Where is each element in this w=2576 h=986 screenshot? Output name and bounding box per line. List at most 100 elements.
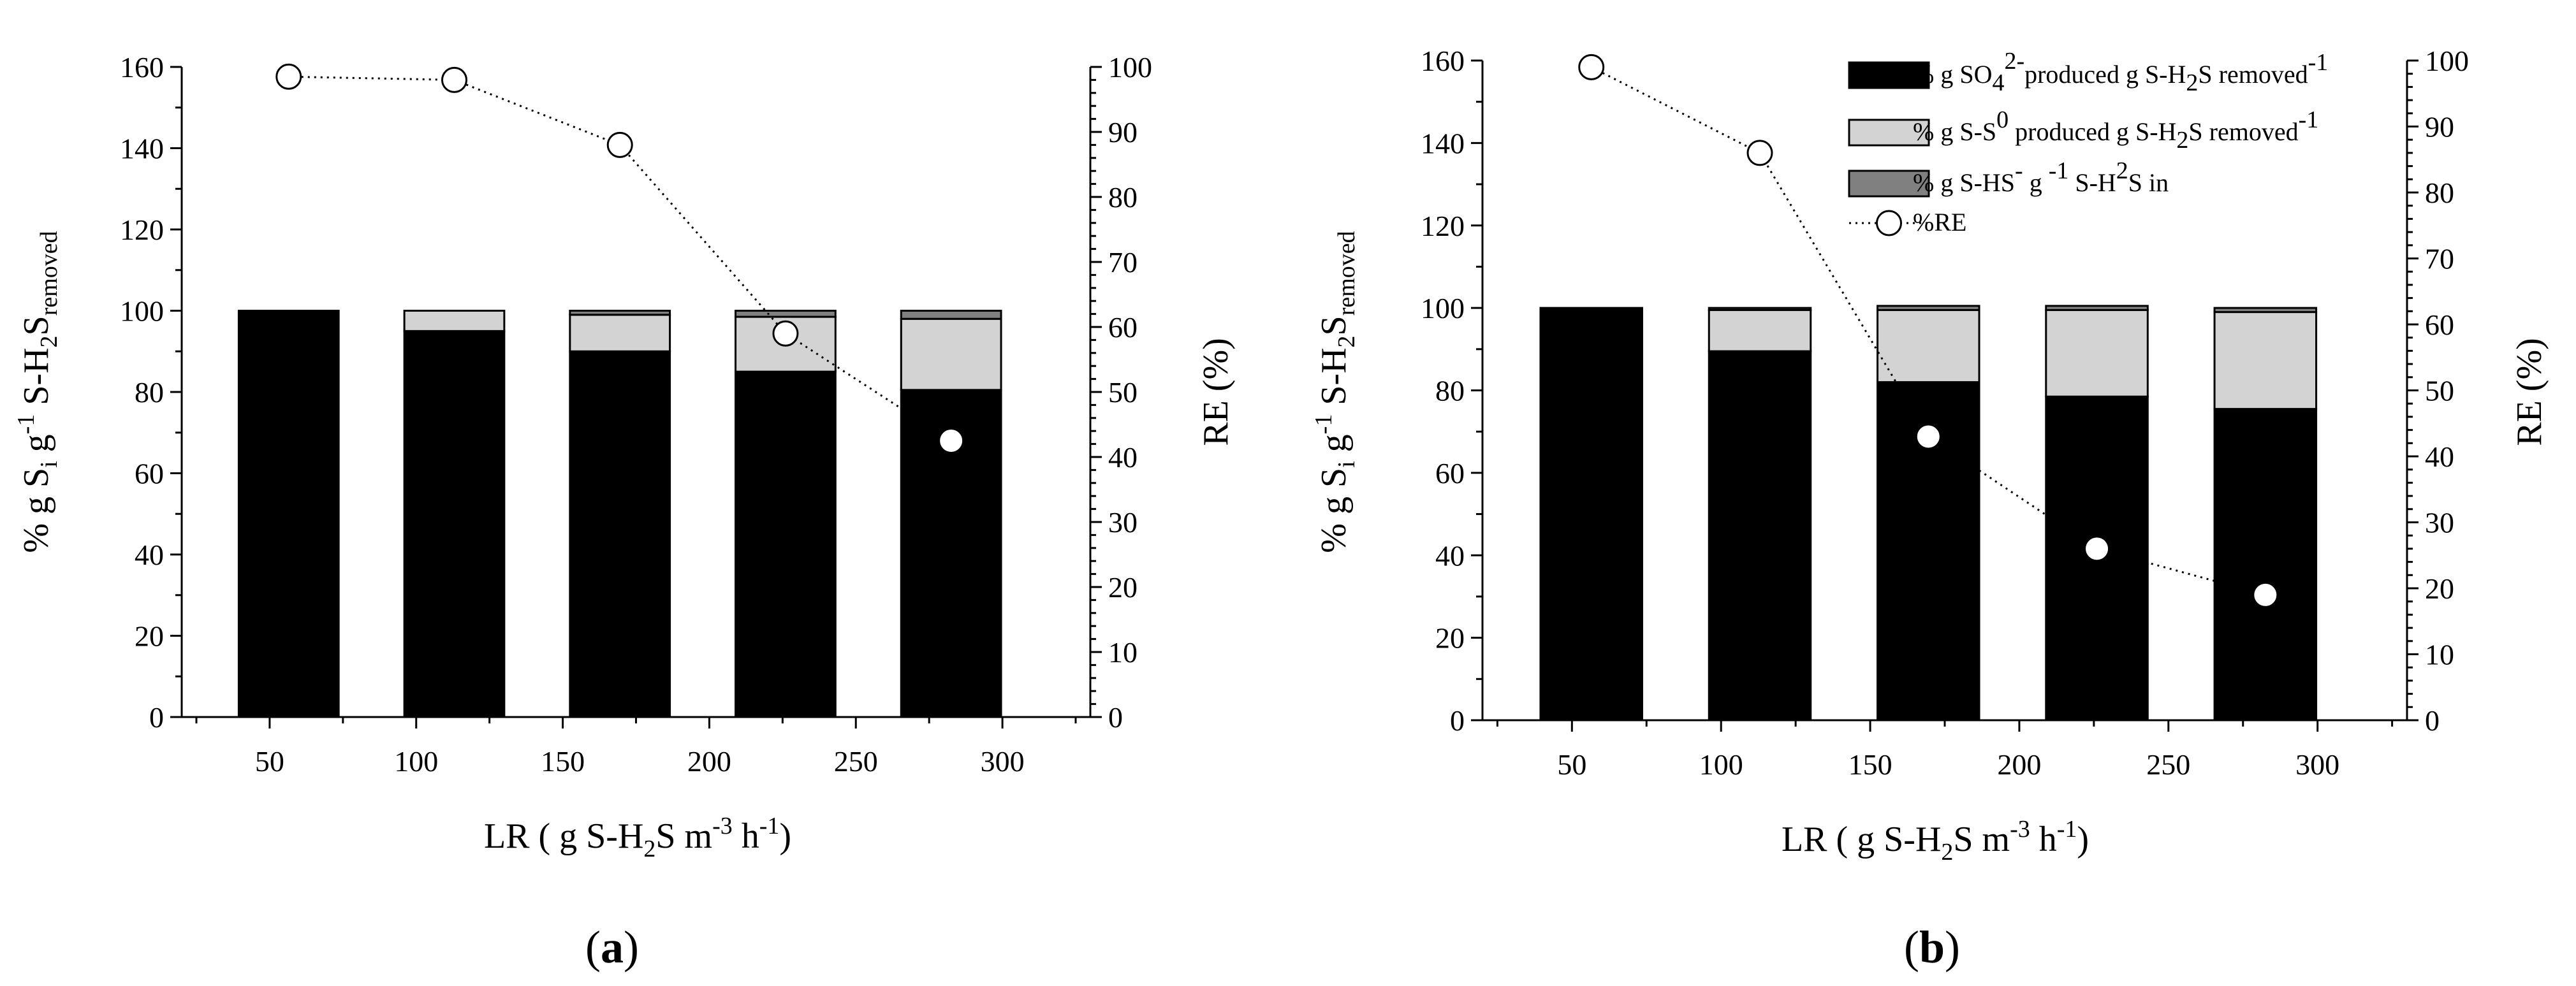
label-part: 4 <box>1992 69 2004 96</box>
panel-label: (a) <box>585 922 639 973</box>
legend-marker-3 <box>1876 210 1902 236</box>
y2tick-label: 50 <box>1108 376 1138 409</box>
legend-label-2: % g S-HS- g -1 S-H2S in <box>1913 157 2169 197</box>
xtick-label: 100 <box>394 745 438 778</box>
label-part: S removed <box>2198 60 2308 89</box>
label-part: produced g S-H <box>2009 117 2176 146</box>
y2tick-label: 40 <box>1108 441 1138 474</box>
label-part: LR ( g S-H <box>484 816 643 856</box>
xtick-label: 50 <box>1557 748 1586 781</box>
bar-a-s1-c4 <box>900 317 1002 391</box>
label-part: removed <box>1333 231 1360 315</box>
bar-a-s0-c3 <box>735 370 837 718</box>
ytick-label: 80 <box>1435 375 1465 407</box>
label-part: % g SO <box>1913 60 1992 89</box>
label-part: g <box>17 434 56 461</box>
bar-b-s0-c0 <box>1539 307 1643 721</box>
label-part: 0 <box>1996 106 2009 133</box>
label-part: 2- <box>2004 48 2024 75</box>
label-part: removed <box>36 231 62 315</box>
re-line-b <box>1591 66 2266 596</box>
label-part: h <box>733 816 759 856</box>
y-axis-label: % g Si g-1 S-H2Sremoved <box>1310 231 1360 553</box>
bar-b-s1-c2 <box>1877 308 1980 384</box>
bar-b-s1-c1 <box>1708 308 1812 352</box>
re-point-a-2 <box>606 131 633 158</box>
chart-panel-b: 0204060801001201401600102030405060708090… <box>1310 45 2549 973</box>
y2tick-label: 50 <box>2425 375 2454 407</box>
y2tick-label: 80 <box>2425 177 2454 209</box>
bar-b-s2-c4 <box>2213 307 2318 314</box>
ytick-label: 160 <box>1421 45 1465 77</box>
bar-b-s2-c3 <box>2045 305 2149 311</box>
label-part: -3 <box>712 813 733 839</box>
label-part: produced g S-H <box>2024 60 2186 89</box>
re-point-a-4 <box>938 428 965 454</box>
label-part: S in <box>2128 168 2169 197</box>
label-part: 2 <box>2176 127 2188 154</box>
legend-swatch-2 <box>1848 170 1930 198</box>
y2tick-label: 60 <box>2425 308 2454 341</box>
ytick-label: 60 <box>1435 457 1465 489</box>
y2tick-label: 20 <box>1108 571 1138 604</box>
re-point-a-0 <box>275 63 302 90</box>
label-part: -1 <box>2299 106 2319 133</box>
chart-panel-a: 0 20 40 60 80 100 120 140 160 0 10 20 30 40 50 60 70 80 90… <box>13 51 1236 973</box>
label-part: -1 <box>13 414 40 435</box>
y2tick-label: 40 <box>2425 440 2454 473</box>
ytick-label: 40 <box>1435 539 1465 572</box>
bar-a-s2-c2 <box>569 310 671 316</box>
bar-a-s2-c4 <box>900 310 1002 320</box>
y2tick-label: 100 <box>2425 45 2469 77</box>
bar-b-s0-c1 <box>1708 350 1812 721</box>
label-part: S removed <box>2188 117 2298 146</box>
xtick-label: 300 <box>2295 748 2339 781</box>
label-part: 2 <box>1333 335 1360 347</box>
xtick-label: 50 <box>255 745 284 778</box>
label-part: g <box>2023 168 2049 197</box>
bar-a-s1-c2 <box>569 314 671 352</box>
label-part: ) <box>779 816 791 856</box>
ytick-label: 120 <box>120 214 164 246</box>
label-part: -1 <box>759 813 780 839</box>
ytick-label: 140 <box>1421 127 1465 159</box>
xtick-label: 150 <box>1848 748 1892 781</box>
ytick-label: 20 <box>1435 622 1465 655</box>
label-part: ) <box>1945 922 1960 973</box>
bar-a-s0-c2 <box>569 350 671 718</box>
label-part: -1 <box>2049 157 2069 184</box>
label-part: LR ( g S-H <box>1782 820 1941 859</box>
label-part: % g S <box>1314 468 1354 553</box>
y2tick-label: 30 <box>1108 506 1138 539</box>
y2tick-label: 0 <box>1108 701 1123 734</box>
label-part: ) <box>2077 820 2089 859</box>
bar-b-s2-c1 <box>1708 307 1812 311</box>
ytick-label: 80 <box>135 376 164 409</box>
y2tick-label: 10 <box>2425 639 2454 671</box>
legend-swatch-1 <box>1848 119 1930 147</box>
label-part: 2 <box>1941 839 1953 866</box>
label-part: % g S <box>17 468 56 553</box>
xtick-label: 100 <box>1699 748 1743 781</box>
label-part: S <box>17 315 56 335</box>
xtick-label: 200 <box>1997 748 2041 781</box>
bar-b-s1-c4 <box>2213 311 2318 410</box>
label-part: - <box>2015 157 2023 184</box>
y2tick-label: 30 <box>2425 507 2454 539</box>
xtick-label: 300 <box>981 745 1025 778</box>
re-point-a-3 <box>772 320 799 347</box>
y2tick-label: 10 <box>1108 636 1138 669</box>
label-part: -1 <box>2308 49 2329 76</box>
xtick-label: 150 <box>541 745 585 778</box>
y2tick-label: 0 <box>2425 704 2440 737</box>
ytick-label: 100 <box>1421 292 1465 324</box>
bar-b-s0-c4 <box>2213 408 2318 721</box>
label-part: ( <box>1904 922 1919 973</box>
bar-b-s2-c2 <box>1877 305 1980 311</box>
ytick-label: 0 <box>1450 704 1465 737</box>
label-part: S m <box>1953 820 2010 859</box>
y2tick-label: 70 <box>1108 246 1138 279</box>
bar-a-s2-c3 <box>735 310 837 318</box>
y2tick-label: 100 <box>1108 51 1152 83</box>
xtick-label: 200 <box>687 745 731 778</box>
